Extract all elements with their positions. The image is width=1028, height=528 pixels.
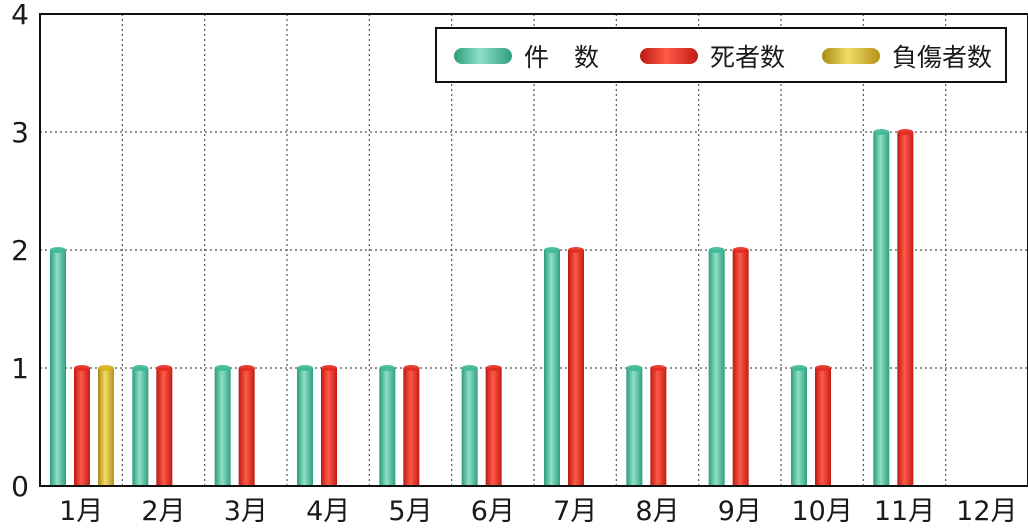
- x-tick-label: 12月: [956, 496, 1017, 527]
- legend-label: 負傷者数: [892, 43, 992, 72]
- bar-count: [379, 365, 396, 486]
- x-tick-label: 11月: [874, 496, 935, 527]
- bar-count: [708, 247, 725, 486]
- legend-item-injured: 負傷者数: [822, 43, 992, 72]
- x-tick-label: 1月: [59, 496, 103, 527]
- y-tick-label: 2: [11, 234, 29, 267]
- bar-deaths: [568, 247, 584, 486]
- bar-count: [214, 365, 231, 486]
- x-tick-label: 4月: [306, 496, 350, 527]
- bar-injured: [98, 365, 114, 486]
- x-tick-label: 3月: [224, 496, 268, 527]
- bar-count: [873, 129, 890, 486]
- bar-deaths: [897, 129, 914, 486]
- bar-count: [791, 365, 807, 486]
- x-tick-label: 10月: [791, 496, 852, 527]
- bar-deaths: [485, 365, 502, 486]
- legend-swatch: [822, 48, 880, 64]
- x-tick-label: 9月: [718, 496, 762, 527]
- legend-label: 件 数: [524, 43, 599, 72]
- legend-label: 死者数: [710, 43, 785, 72]
- x-tick-label: 8月: [635, 496, 679, 527]
- bar-deaths: [156, 365, 173, 486]
- x-tick-label: 6月: [471, 496, 515, 527]
- bar-deaths: [403, 365, 420, 486]
- x-tick-label: 2月: [141, 496, 185, 527]
- y-tick-label: 0: [11, 470, 29, 503]
- y-tick-label: 3: [11, 116, 29, 149]
- x-axis: 1月 2月 3月 4月 5月 6月 7月 8月 9月 10月 11月 12月: [59, 496, 1017, 527]
- legend-swatch: [454, 48, 512, 64]
- legend: 件 数 死者数 負傷者数: [435, 27, 1007, 83]
- y-axis: 0 1 2 3 4: [11, 0, 29, 503]
- x-tick-label: 7月: [553, 496, 597, 527]
- y-tick-label: 4: [11, 0, 29, 31]
- bar-deaths: [238, 365, 255, 486]
- bar-count: [297, 365, 313, 486]
- bar-deaths: [321, 365, 337, 486]
- bar-count: [132, 365, 149, 486]
- legend-item-count: 件 数: [454, 43, 599, 72]
- bar-deaths: [732, 247, 749, 486]
- bar-deaths: [74, 365, 90, 486]
- bar-count: [461, 365, 478, 486]
- y-tick-label: 1: [11, 352, 29, 385]
- x-tick-label: 5月: [388, 496, 432, 527]
- bar-deaths: [815, 365, 831, 486]
- grid-lines: [40, 14, 1028, 486]
- legend-box: [435, 27, 1007, 83]
- bar-count: [50, 247, 66, 486]
- legend-item-deaths: 死者数: [640, 43, 785, 72]
- legend-swatch: [640, 48, 698, 64]
- bars-layer: [50, 129, 914, 486]
- bar-count: [544, 247, 560, 486]
- bar-deaths: [650, 365, 667, 486]
- bar-count: [626, 365, 643, 486]
- plot-frame: [39, 13, 1028, 487]
